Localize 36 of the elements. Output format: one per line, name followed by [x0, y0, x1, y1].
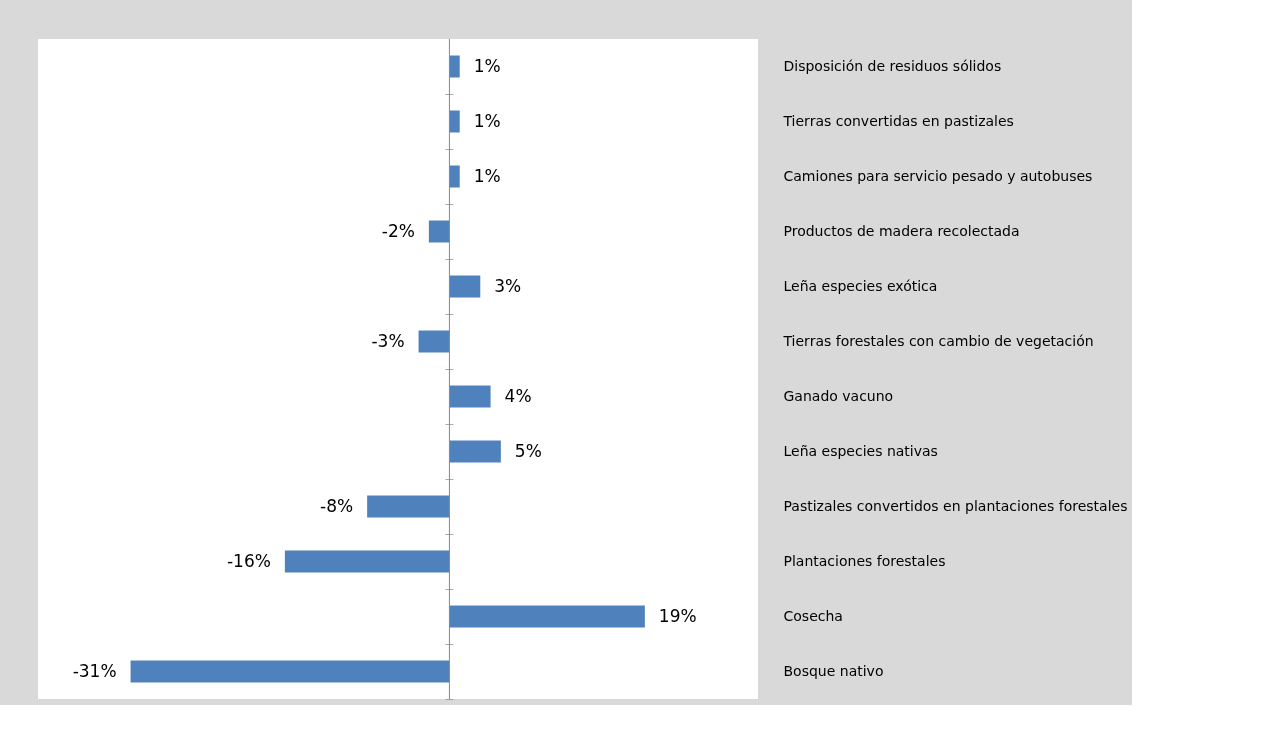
y-tick-label: Camiones para servicio pesado y autobuses [783, 167, 1093, 184]
y-tick-label: Ganado vacuno [783, 387, 894, 404]
bar [449, 605, 645, 628]
y-tick-label: Pastizales convertidos en plantaciones forestales [783, 497, 1128, 514]
y-tick-label: Tierras convertidas en pastizales [782, 112, 1014, 129]
y-tick-label: Tierras forestales con cambio de vegetación [782, 332, 1094, 349]
data-label: 3% [494, 275, 522, 296]
data-label: -16% [226, 550, 271, 571]
y-tick-label: Cosecha [783, 607, 843, 624]
y-tick-label: Plantaciones forestales [783, 552, 946, 569]
bar [449, 385, 491, 408]
data-label: 5% [514, 440, 542, 461]
bar [367, 495, 450, 518]
bar [449, 275, 481, 298]
y-tick-label: Leña especies exótica [783, 277, 938, 294]
data-label: 1% [473, 110, 501, 131]
data-label: -31% [72, 660, 117, 681]
bar [449, 110, 460, 133]
y-tick-label: Leña especies nativas [783, 442, 938, 459]
y-tick-label: Productos de madera recolectada [783, 222, 1020, 239]
bar [130, 660, 450, 683]
bar [449, 440, 501, 463]
bar [449, 165, 460, 188]
bar [449, 55, 460, 78]
data-label: -3% [371, 330, 405, 351]
data-label: 1% [473, 55, 501, 76]
data-label: -8% [320, 495, 354, 516]
bar [284, 550, 450, 573]
data-label: 1% [473, 165, 501, 186]
y-tick-label: Bosque nativo [783, 662, 884, 679]
data-label: 19% [658, 605, 697, 626]
bar [428, 220, 450, 243]
data-label: -2% [381, 220, 415, 241]
bar [418, 330, 450, 353]
data-label: 4% [504, 385, 532, 406]
y-tick-label: Disposición de residuos sólidos [783, 57, 1002, 74]
